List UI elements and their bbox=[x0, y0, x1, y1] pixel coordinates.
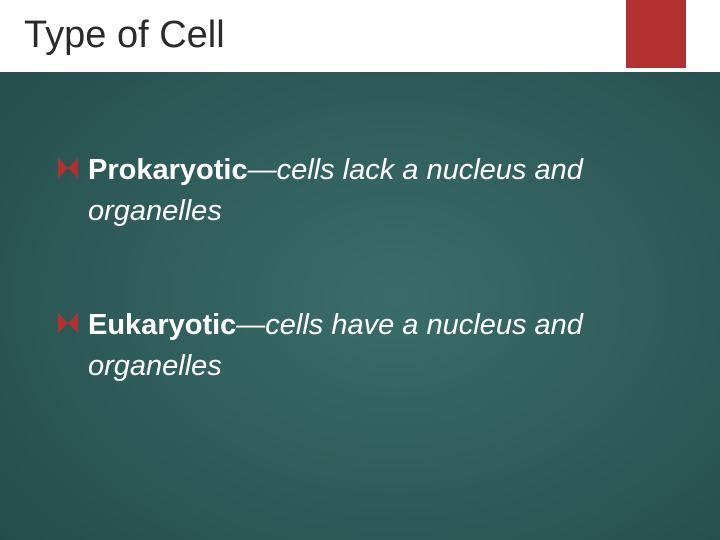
bullet-bold: Eukaryotic bbox=[88, 309, 236, 341]
slide-content: Prokaryotic—cells lack a nucleus and org… bbox=[58, 150, 648, 460]
slide-title: Type of Cell bbox=[24, 14, 225, 57]
bullet-item: Prokaryotic—cells lack a nucleus and org… bbox=[58, 150, 648, 231]
bullet-text: Eukaryotic—cells have a nucleus and orga… bbox=[88, 305, 648, 386]
diamond-bullet-icon bbox=[58, 313, 78, 333]
accent-block bbox=[626, 0, 686, 68]
title-bar: Type of Cell bbox=[0, 0, 720, 72]
bullet-text: Prokaryotic—cells lack a nucleus and org… bbox=[88, 150, 648, 231]
diamond-bullet-icon bbox=[58, 158, 78, 178]
bullet-bold: Prokaryotic bbox=[88, 154, 248, 186]
bullet-item: Eukaryotic—cells have a nucleus and orga… bbox=[58, 305, 648, 386]
